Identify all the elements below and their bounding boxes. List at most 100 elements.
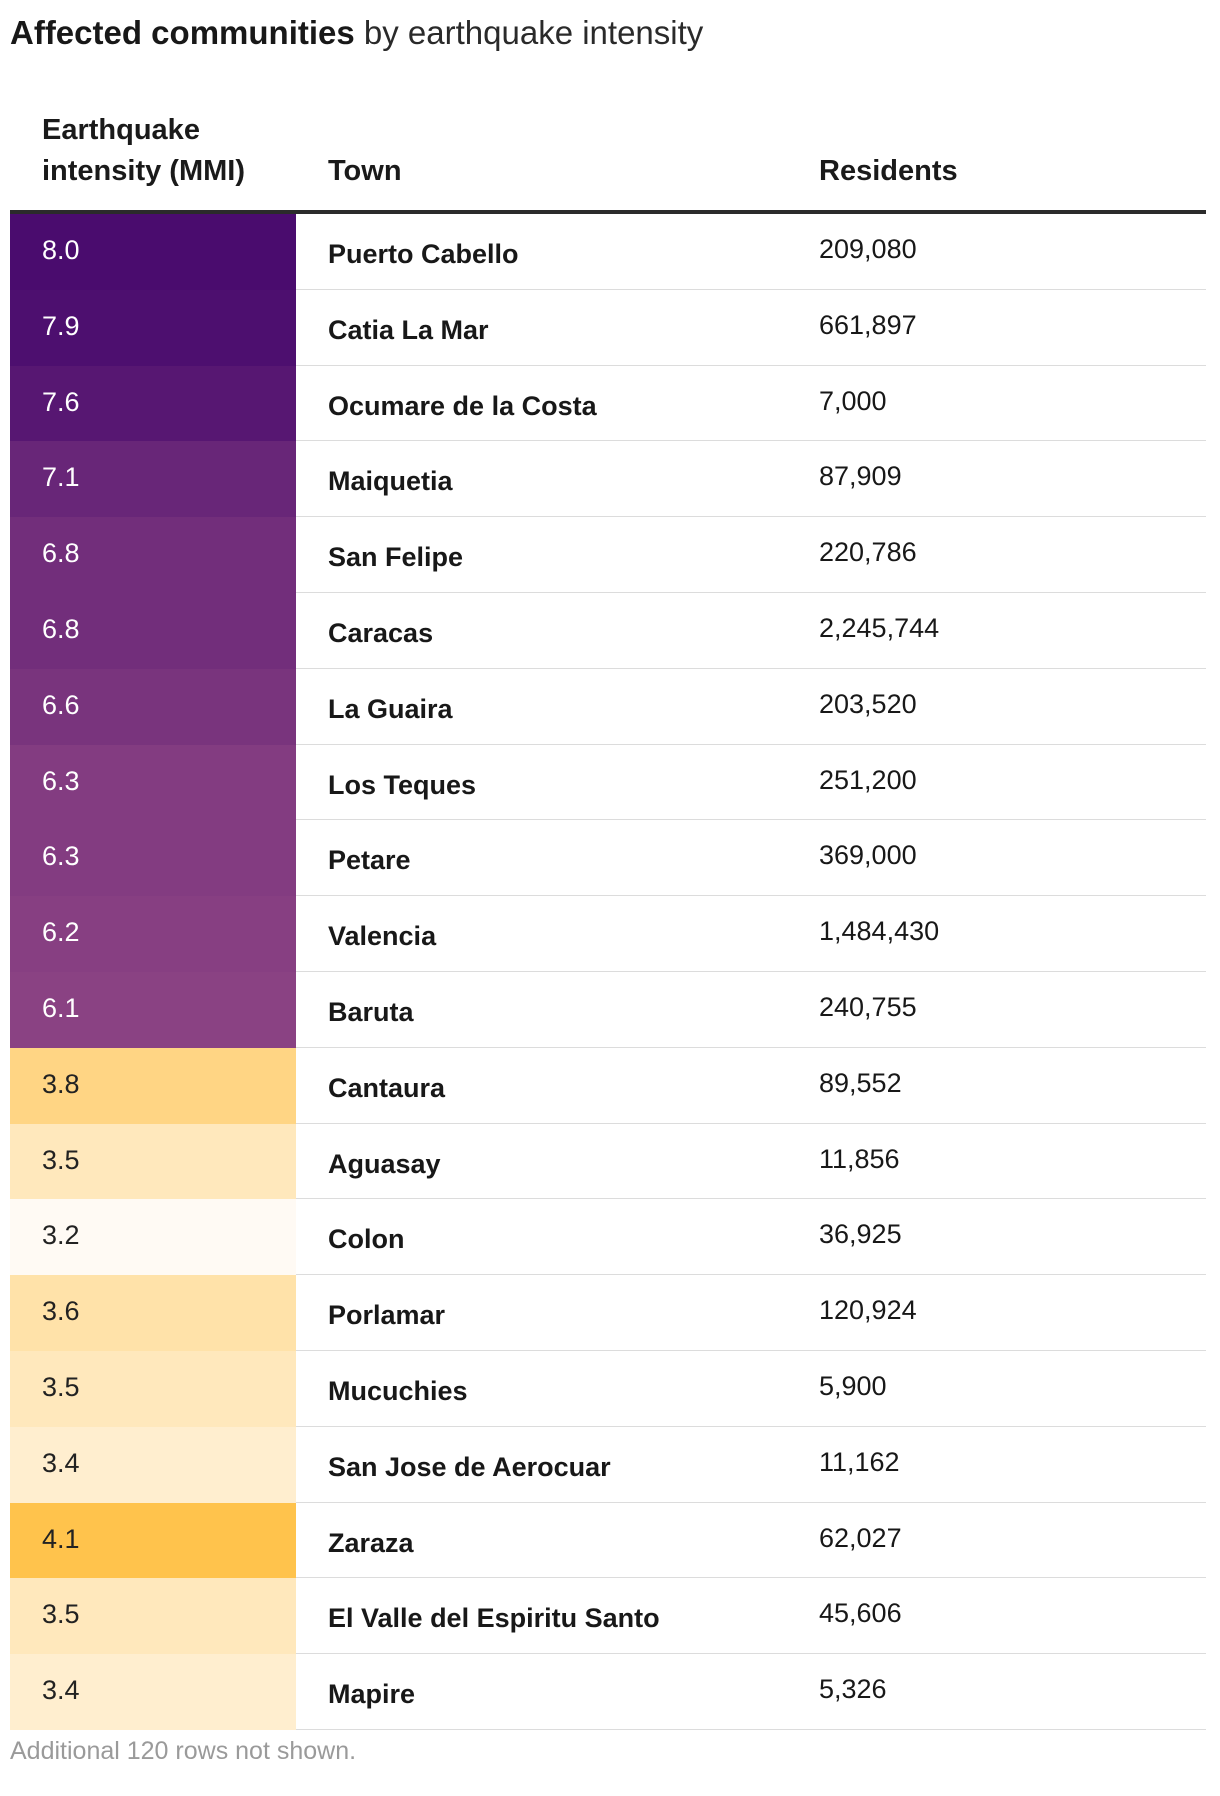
residents-cell: 11,162 (819, 1446, 900, 1477)
table-body: 8.0 Puerto Cabello 209,080 7.9 Catia La Mar 6… (10, 214, 1206, 1730)
residents-cell: 7,000 (819, 385, 887, 416)
row-divider (296, 364, 1206, 366)
table-row: 8.0 Puerto Cabello 209,080 (10, 214, 1206, 290)
row-divider (296, 895, 1206, 897)
intensity-cell: 3.4 (10, 1426, 296, 1503)
column-header-residents[interactable]: Residents (819, 155, 958, 187)
intensity-cell: 6.8 (10, 592, 296, 669)
table-row: 6.8 Caracas 2,245,744 (10, 592, 1206, 669)
town-cell: El Valle del Espiritu Santo (328, 1603, 660, 1634)
row-divider (296, 1425, 1206, 1427)
title-rest: by earthquake intensity (354, 14, 704, 51)
title-strong: Affected communities (10, 14, 355, 51)
row-divider (296, 819, 1206, 821)
town-cell: La Guaira (328, 693, 453, 724)
table-row: 3.5 Aguasay 11,856 (10, 1123, 1206, 1200)
residents-cell: 251,200 (819, 764, 917, 795)
residents-cell: 2,245,744 (819, 612, 940, 643)
table-row: 3.8 Cantaura 89,552 (10, 1047, 1206, 1124)
intensity-cell: 3.5 (10, 1578, 296, 1655)
town-cell: Colon (328, 1224, 405, 1255)
town-cell: Valencia (328, 921, 437, 952)
town-cell: Mucuchies (328, 1375, 468, 1406)
town-cell: Catia La Mar (328, 314, 489, 345)
column-header-town[interactable]: Town (328, 155, 402, 187)
town-cell: Aguasay (328, 1148, 441, 1179)
town-cell: San Felipe (328, 542, 464, 573)
table-header: Earthquake intensity (MMI) Town Resident… (10, 108, 1206, 214)
table-row: 3.5 Mucuchies 5,900 (10, 1350, 1206, 1427)
row-divider (296, 1274, 1206, 1276)
residents-cell: 1,484,430 (819, 916, 940, 947)
intensity-cell: 6.2 (10, 896, 296, 972)
residents-cell: 11,856 (819, 1143, 900, 1174)
data-table: Earthquake intensity (MMI) Town Resident… (10, 108, 1206, 1730)
table-row: 6.1 Baruta 240,755 (10, 971, 1206, 1048)
table-row: 6.6 La Guaira 203,520 (10, 668, 1206, 745)
town-cell: Caracas (328, 617, 434, 648)
residents-cell: 45,606 (819, 1598, 902, 1629)
intensity-cell: 6.1 (10, 971, 296, 1048)
table-row: 7.6 Ocumare de la Costa 7,000 (10, 365, 1206, 442)
table-row: 3.4 San Jose de Aerocuar 11,162 (10, 1426, 1206, 1503)
table-row: 3.4 Mapire 5,326 (10, 1654, 1206, 1730)
table-row: 6.8 San Felipe 220,786 (10, 517, 1206, 593)
residents-cell: 120,924 (819, 1295, 917, 1326)
table-row: 6.3 Petare 369,000 (10, 820, 1206, 897)
row-divider (296, 1577, 1206, 1579)
row-divider (296, 970, 1206, 972)
intensity-cell: 6.6 (10, 668, 296, 745)
town-cell: Los Teques (328, 769, 477, 800)
intensity-cell: 8.0 (10, 214, 296, 290)
row-divider (296, 1046, 1206, 1048)
residents-cell: 203,520 (819, 688, 917, 719)
rows-not-shown-note: Additional 120 rows not shown. (10, 1737, 357, 1765)
intensity-cell: 3.5 (10, 1350, 296, 1427)
residents-cell: 209,080 (819, 234, 917, 264)
residents-cell: 369,000 (819, 840, 917, 871)
town-cell: Cantaura (328, 1072, 446, 1103)
table-row: 3.2 Colon 36,925 (10, 1199, 1206, 1276)
intensity-cell: 3.2 (10, 1199, 296, 1276)
residents-cell: 5,326 (819, 1674, 887, 1705)
row-divider (296, 1349, 1206, 1351)
row-divider (296, 516, 1206, 518)
residents-cell: 240,755 (819, 991, 917, 1022)
row-divider (296, 591, 1206, 593)
table-row: 7.9 Catia La Mar 661,897 (10, 289, 1206, 366)
row-divider (296, 1122, 1206, 1124)
town-cell: Porlamar (328, 1300, 446, 1331)
residents-cell: 62,027 (819, 1522, 902, 1553)
town-cell: Baruta (328, 996, 414, 1027)
intensity-cell: 3.8 (10, 1047, 296, 1124)
intensity-cell: 6.3 (10, 820, 296, 897)
table-row: 7.1 Maiquetia 87,909 (10, 441, 1206, 518)
intensity-cell: 6.8 (10, 517, 296, 593)
intensity-cell: 7.1 (10, 441, 296, 518)
intensity-cell: 3.4 (10, 1654, 296, 1730)
row-divider (296, 440, 1206, 442)
table-row: 3.5 El Valle del Espiritu Santo 45,606 (10, 1578, 1206, 1655)
intensity-cell: 4.1 (10, 1502, 296, 1579)
column-header-intensity[interactable]: Earthquake intensity (MMI) (42, 114, 245, 187)
row-divider (296, 1501, 1206, 1503)
intensity-cell: 7.6 (10, 365, 296, 442)
row-divider (296, 288, 1206, 290)
table-row: 3.6 Porlamar 120,924 (10, 1275, 1206, 1351)
intensity-cell: 7.9 (10, 289, 296, 366)
row-divider (296, 1653, 1206, 1655)
residents-cell: 661,897 (819, 309, 917, 340)
town-cell: Zaraza (328, 1527, 414, 1558)
town-cell: Maiquetia (328, 466, 453, 497)
town-cell: San Jose de Aerocuar (328, 1451, 611, 1482)
town-cell: Ocumare de la Costa (328, 390, 597, 421)
row-divider (296, 667, 1206, 669)
table-row: 6.2 Valencia 1,484,430 (10, 896, 1206, 972)
town-cell: Mapire (328, 1679, 416, 1710)
residents-cell: 220,786 (819, 537, 917, 568)
residents-cell: 89,552 (819, 1067, 902, 1098)
town-cell: Petare (328, 845, 411, 876)
row-divider (296, 1198, 1206, 1200)
table-row: 6.3 Los Teques 251,200 (10, 744, 1206, 821)
residents-cell: 87,909 (819, 461, 902, 492)
